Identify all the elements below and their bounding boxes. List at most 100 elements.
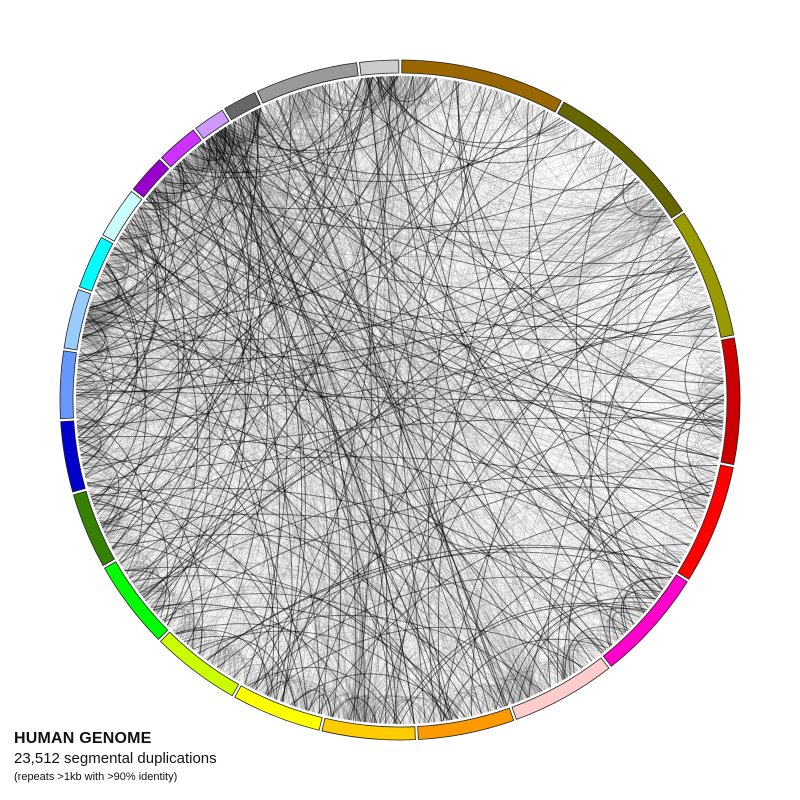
duplication-link [80, 185, 165, 344]
duplication-link [144, 143, 238, 601]
duplication-link [234, 121, 435, 723]
chromosome-segment-chrY [359, 59, 400, 76]
duplication-link [76, 414, 151, 589]
duplication-link [251, 111, 619, 640]
duplication-link [305, 76, 384, 111]
duplication-link [80, 346, 340, 719]
duplication-link [379, 658, 565, 724]
duplication-link [634, 181, 691, 257]
duplication-link [75, 402, 95, 416]
duplication-link [565, 129, 699, 528]
duplication-link [467, 407, 724, 717]
duplication-link [75, 75, 403, 406]
duplication-link [190, 152, 673, 254]
duplication-link [178, 625, 193, 641]
duplication-link [109, 250, 127, 263]
duplication-link [116, 556, 302, 709]
duplication-link [109, 543, 388, 724]
duplication-link [214, 118, 284, 666]
duplication-link [251, 75, 395, 131]
duplication-link [108, 197, 185, 541]
duplication-link [167, 80, 345, 180]
duplication-link [92, 81, 340, 502]
duplication-link [125, 80, 345, 228]
caption: HUMAN GENOME 23,512 segmental duplicatio… [14, 729, 217, 784]
duplication-link [209, 137, 652, 605]
duplication-link [468, 86, 571, 676]
duplication-link [217, 97, 518, 169]
duplication-link [217, 646, 441, 722]
duplication-link [133, 367, 723, 586]
duplication-link [102, 270, 377, 724]
duplication-link [549, 117, 692, 542]
duplication-link [92, 88, 491, 505]
duplication-link [89, 305, 707, 505]
duplication-link [105, 265, 656, 600]
duplication-link [101, 272, 226, 663]
duplication-link [225, 126, 529, 698]
duplication-link [178, 114, 276, 637]
duplication-link [107, 259, 669, 583]
duplication-link [239, 114, 252, 132]
duplication-link [100, 275, 235, 671]
duplication-link [77, 370, 697, 531]
duplication-link [190, 152, 694, 539]
duplication-link [87, 218, 142, 315]
duplication-link [77, 185, 172, 430]
duplication-link [264, 465, 718, 695]
duplication-link [449, 79, 646, 192]
duplication-link [105, 133, 232, 537]
duplication-link [259, 75, 391, 127]
duplication-link [135, 565, 561, 682]
duplication-link [80, 196, 168, 455]
duplication-link [309, 88, 707, 506]
duplication-link [97, 282, 615, 643]
duplication-link [76, 389, 644, 614]
duplication-link [80, 343, 238, 679]
duplication-link [375, 706, 379, 724]
duplication-link [118, 107, 261, 240]
duplication-link [112, 549, 246, 685]
duplication-link [104, 265, 467, 718]
duplication-link [553, 262, 694, 679]
duplication-link [122, 219, 183, 568]
duplication-link [89, 100, 525, 307]
duplication-link [567, 122, 715, 322]
duplication-link [393, 248, 687, 724]
duplication-link [108, 108, 266, 543]
duplication-link [685, 328, 720, 453]
duplication-link [377, 76, 714, 482]
duplication-link [84, 263, 694, 341]
duplication-link [84, 229, 154, 477]
duplication-link [85, 274, 117, 321]
duplication-link [132, 217, 708, 503]
duplication-link [76, 76, 381, 424]
duplication-link [88, 114, 252, 491]
duplication-link [446, 83, 492, 711]
duplication-link [667, 236, 715, 321]
duplication-link [457, 305, 711, 719]
duplication-link [368, 77, 571, 677]
duplication-link [164, 619, 322, 715]
duplication-link [638, 236, 700, 524]
duplication-link [77, 215, 667, 368]
duplication-link [364, 553, 685, 723]
duplication-link [233, 75, 396, 679]
duplication-link [422, 263, 695, 724]
duplication-link [90, 119, 245, 496]
duplication-link [156, 186, 688, 281]
duplication-link [78, 443, 267, 696]
duplication-link [247, 109, 305, 687]
duplication-link [318, 76, 391, 714]
duplication-link [291, 151, 609, 706]
duplication-link [282, 97, 724, 379]
duplication-link [140, 593, 282, 702]
duplication-link [142, 203, 282, 698]
duplication-link [387, 101, 526, 724]
duplication-link [188, 131, 582, 202]
duplication-link [444, 630, 620, 722]
duplication-link [511, 307, 711, 704]
duplication-link [624, 327, 716, 612]
duplication-link [78, 285, 114, 357]
duplication-link [76, 377, 514, 704]
